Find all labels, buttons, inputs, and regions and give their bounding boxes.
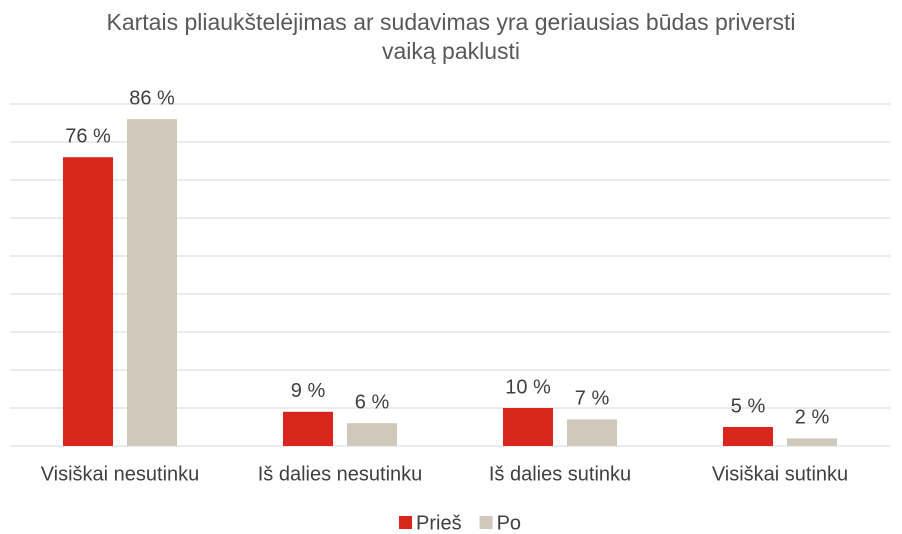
data-label: 86 % xyxy=(129,87,175,109)
bar xyxy=(567,419,617,446)
data-label: 7 % xyxy=(575,388,610,410)
bar xyxy=(787,438,837,446)
x-tick-label: Visiškai nesutinku xyxy=(41,463,200,485)
data-label: 9 % xyxy=(291,380,326,402)
x-tick-label: Iš dalies sutinku xyxy=(489,463,631,485)
legend-label: Po xyxy=(497,512,521,534)
legend-label: Prieš xyxy=(416,512,462,534)
bar xyxy=(503,408,553,446)
legend-swatch xyxy=(479,516,493,529)
x-tick-label: Visiškai sutinku xyxy=(712,463,848,485)
data-label: 5 % xyxy=(731,395,766,417)
data-label: 76 % xyxy=(65,125,111,147)
data-label: 6 % xyxy=(355,391,390,413)
data-label: 10 % xyxy=(505,376,551,398)
bar xyxy=(723,427,773,446)
x-tick-label: Iš dalies nesutinku xyxy=(258,463,423,485)
bar xyxy=(63,157,113,446)
legend-swatch xyxy=(399,516,412,529)
data-label: 2 % xyxy=(795,407,830,429)
chart-title: Kartais pliaukštelėjimas ar sudavimas yr… xyxy=(106,9,796,64)
bar xyxy=(347,423,397,446)
bar xyxy=(283,411,333,446)
bar xyxy=(127,119,177,446)
